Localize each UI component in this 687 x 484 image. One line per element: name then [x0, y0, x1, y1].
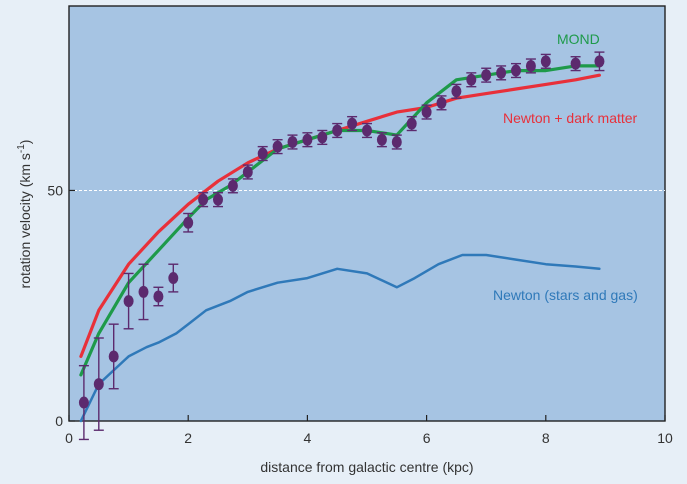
tick-layer: 0 2 4 6 8 10 0 50	[47, 182, 673, 446]
annotation-newton-dark-matter: Newton + dark matter	[503, 110, 638, 126]
annotation-mond: MOND	[557, 31, 600, 47]
point-layer	[78, 55, 605, 409]
data-point	[451, 85, 462, 98]
data-point	[108, 350, 119, 363]
x-tick-label: 6	[423, 430, 431, 446]
data-point	[227, 179, 238, 192]
x-tick-label: 0	[65, 430, 73, 446]
annotation-newton-stars-gas: Newton (stars and gas)	[493, 287, 638, 303]
data-point	[570, 57, 581, 70]
data-point	[540, 55, 551, 68]
y-tick-label: 0	[55, 413, 63, 429]
data-point	[213, 193, 223, 206]
data-point	[302, 133, 313, 146]
data-point	[376, 133, 387, 146]
data-point	[93, 378, 104, 391]
data-point	[511, 64, 521, 77]
data-point	[183, 216, 194, 229]
data-point	[421, 106, 432, 119]
data-point	[78, 396, 89, 409]
x-axis-label: distance from galactic centre (kpc)	[260, 459, 473, 475]
data-point	[287, 136, 298, 149]
y-axis-label-main: rotation velocity (km s	[17, 153, 33, 288]
data-point	[436, 96, 447, 109]
y-axis-label-close: )	[17, 140, 33, 145]
data-point	[594, 55, 605, 68]
data-point	[481, 69, 492, 82]
data-point	[347, 117, 358, 130]
data-point	[332, 124, 343, 137]
data-point	[406, 117, 417, 130]
data-point	[123, 295, 134, 308]
label-layer: MOND Newton + dark matter Newton (stars …	[493, 31, 638, 303]
data-point	[466, 73, 477, 86]
x-tick-label: 2	[184, 430, 192, 446]
data-point	[362, 124, 372, 137]
data-point	[138, 285, 149, 298]
data-point	[198, 193, 209, 206]
data-point	[242, 166, 253, 178]
data-point	[525, 59, 536, 72]
data-point	[168, 272, 179, 285]
data-point	[272, 140, 283, 153]
plot-area	[68, 5, 666, 422]
x-tick-label: 4	[304, 430, 312, 446]
data-point	[257, 147, 268, 160]
data-point	[153, 290, 164, 303]
series-line-newton-stars-and-gas	[79, 253, 601, 423]
x-tick-label: 10	[657, 430, 673, 446]
data-point	[391, 136, 402, 149]
y-axis-label: rotation velocity (km s-1)	[16, 140, 33, 289]
x-tick-label: 8	[542, 430, 550, 446]
y-axis-label-superscript: -1	[16, 144, 27, 153]
data-point	[496, 66, 507, 79]
data-point	[317, 131, 328, 144]
y-tick-label: 50	[47, 182, 63, 198]
